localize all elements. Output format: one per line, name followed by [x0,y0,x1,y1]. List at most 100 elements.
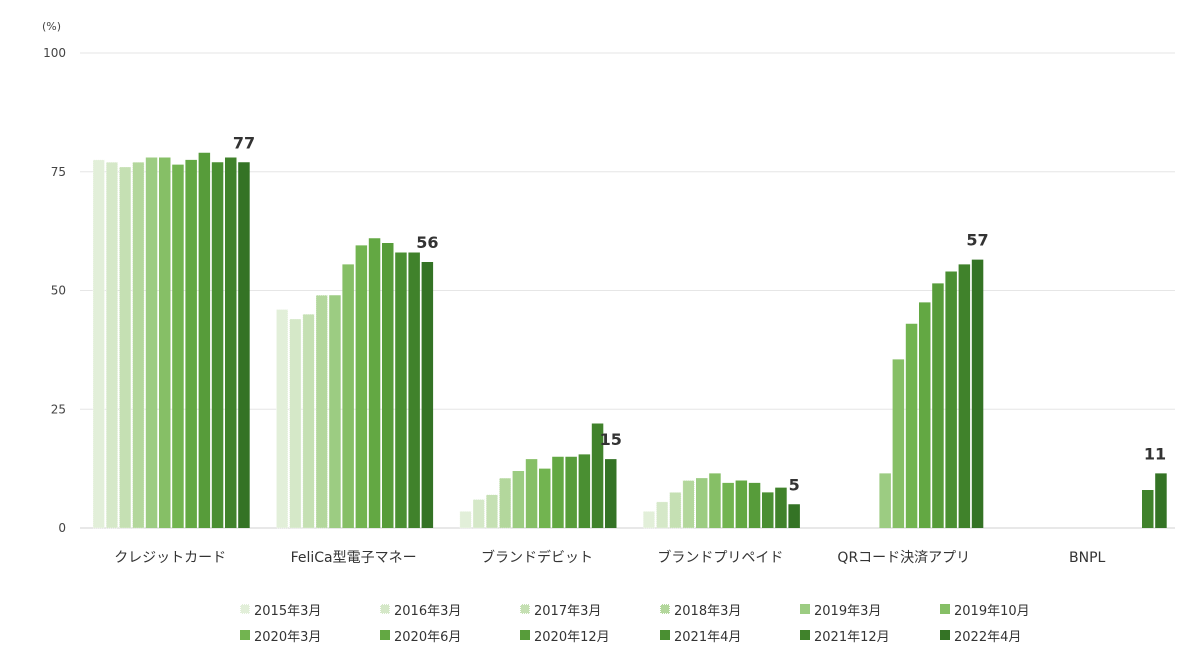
bar [408,252,420,528]
bar [958,264,971,528]
bar [472,499,485,529]
y-tick-label: 50 [51,284,66,298]
data-labels: 77 56 15 5 57 11 [233,133,1166,494]
bar [1142,490,1154,528]
bar [709,473,721,528]
bar-chart: (%) 0 25 50 75 100 77 56 15 5 57 11 クレジットカード FeliC… [42,20,1175,566]
bar [276,309,289,529]
bar [696,478,708,528]
bar [329,295,341,528]
bar [642,511,656,529]
legend-label: 2019年3月 [814,603,882,619]
legend-label: 2016年3月 [394,603,462,619]
legend-label: 2020年6月 [394,629,462,645]
y-tick-label: 25 [51,402,66,416]
bar [382,243,394,528]
bar [512,471,525,528]
bar [355,245,368,528]
bar [892,359,905,528]
legend-item: 2021年4月 [660,626,800,645]
bar [591,423,604,528]
legend-label: 2021年4月 [674,629,742,645]
data-label: 11 [1144,444,1166,463]
bar [185,159,197,528]
legend-label: 2017年3月 [534,603,602,619]
legend-item: 2019年3月 [800,600,940,619]
legend-item: 2018年3月 [660,600,800,619]
legend-item: 2021年12月 [800,626,940,645]
legend-row: 2015年3月 2016年3月 2017年3月 2018年3月 2019年3月 2019年… [240,596,1100,622]
legend-item: 2019年10月 [940,600,1080,619]
legend-item: 2016年3月 [380,600,520,619]
bar [945,271,957,528]
legend-label: 2020年12月 [534,629,610,645]
category-label: クレジットカード [114,550,226,566]
bar [578,454,591,528]
legend-item: 2020年3月 [240,626,380,645]
category-label: BNPL [1069,550,1106,566]
bar [145,157,158,528]
y-tick-label: 0 [58,521,66,535]
legend-label: 2019年10月 [954,603,1030,619]
legend-swatch [240,630,250,640]
legend-label: 2022年4月 [954,629,1022,645]
category-label: QRコード決済アプリ [837,550,970,566]
bar [289,318,302,529]
bar [525,459,538,528]
bar [302,313,315,529]
bar [485,494,499,529]
bar [315,294,328,529]
y-axis-ticks: 0 25 50 75 100 [43,46,66,535]
legend-label: 2021年12月 [814,629,890,645]
legend-swatch [660,604,670,614]
legend-swatch [940,630,950,640]
legend-swatch [240,604,250,614]
bar [762,492,774,528]
bar [198,152,211,528]
category-label: FeliCa型電子マネー [291,550,417,566]
bar [605,459,617,528]
bar [879,473,891,528]
bar [211,162,224,528]
bar [682,480,695,529]
bar [132,161,145,529]
bar [395,252,407,528]
bar [105,161,118,529]
bar [119,166,132,529]
bar [552,456,564,528]
bar [775,487,787,528]
bar [748,482,761,528]
bar [669,492,682,529]
bar [932,283,944,528]
legend-item: 2015年3月 [240,600,380,619]
bar [919,302,931,528]
data-label: 77 [233,133,255,152]
data-label: 57 [966,231,988,250]
bar [788,504,800,528]
bar [539,468,551,528]
legend-label: 2018年3月 [674,603,742,619]
gridlines [80,52,1175,529]
legend-item: 2017年3月 [520,600,660,619]
legend-swatch [800,630,810,640]
data-label: 5 [789,475,800,494]
bar [172,164,184,528]
category-label: ブランドデビット [481,549,593,566]
bar [225,157,237,528]
category-labels: クレジットカード FeliCa型電子マネー ブランドデビット ブランドプリペイド QRコ… [114,549,1105,566]
y-tick-label: 100 [43,46,66,60]
bar [368,238,381,528]
legend-swatch [520,630,530,640]
legend-item: 2020年12月 [520,626,660,645]
bar [459,511,472,529]
bar [565,456,577,528]
bar [342,264,354,528]
bar [656,501,669,529]
legend-swatch [380,630,390,640]
data-label: 56 [416,233,438,252]
legend-item: 2022年4月 [940,626,1080,645]
category-label: ブランドプリペイド [657,549,783,566]
bar [499,477,512,529]
y-tick-label: 75 [51,165,66,179]
bar [238,162,250,528]
